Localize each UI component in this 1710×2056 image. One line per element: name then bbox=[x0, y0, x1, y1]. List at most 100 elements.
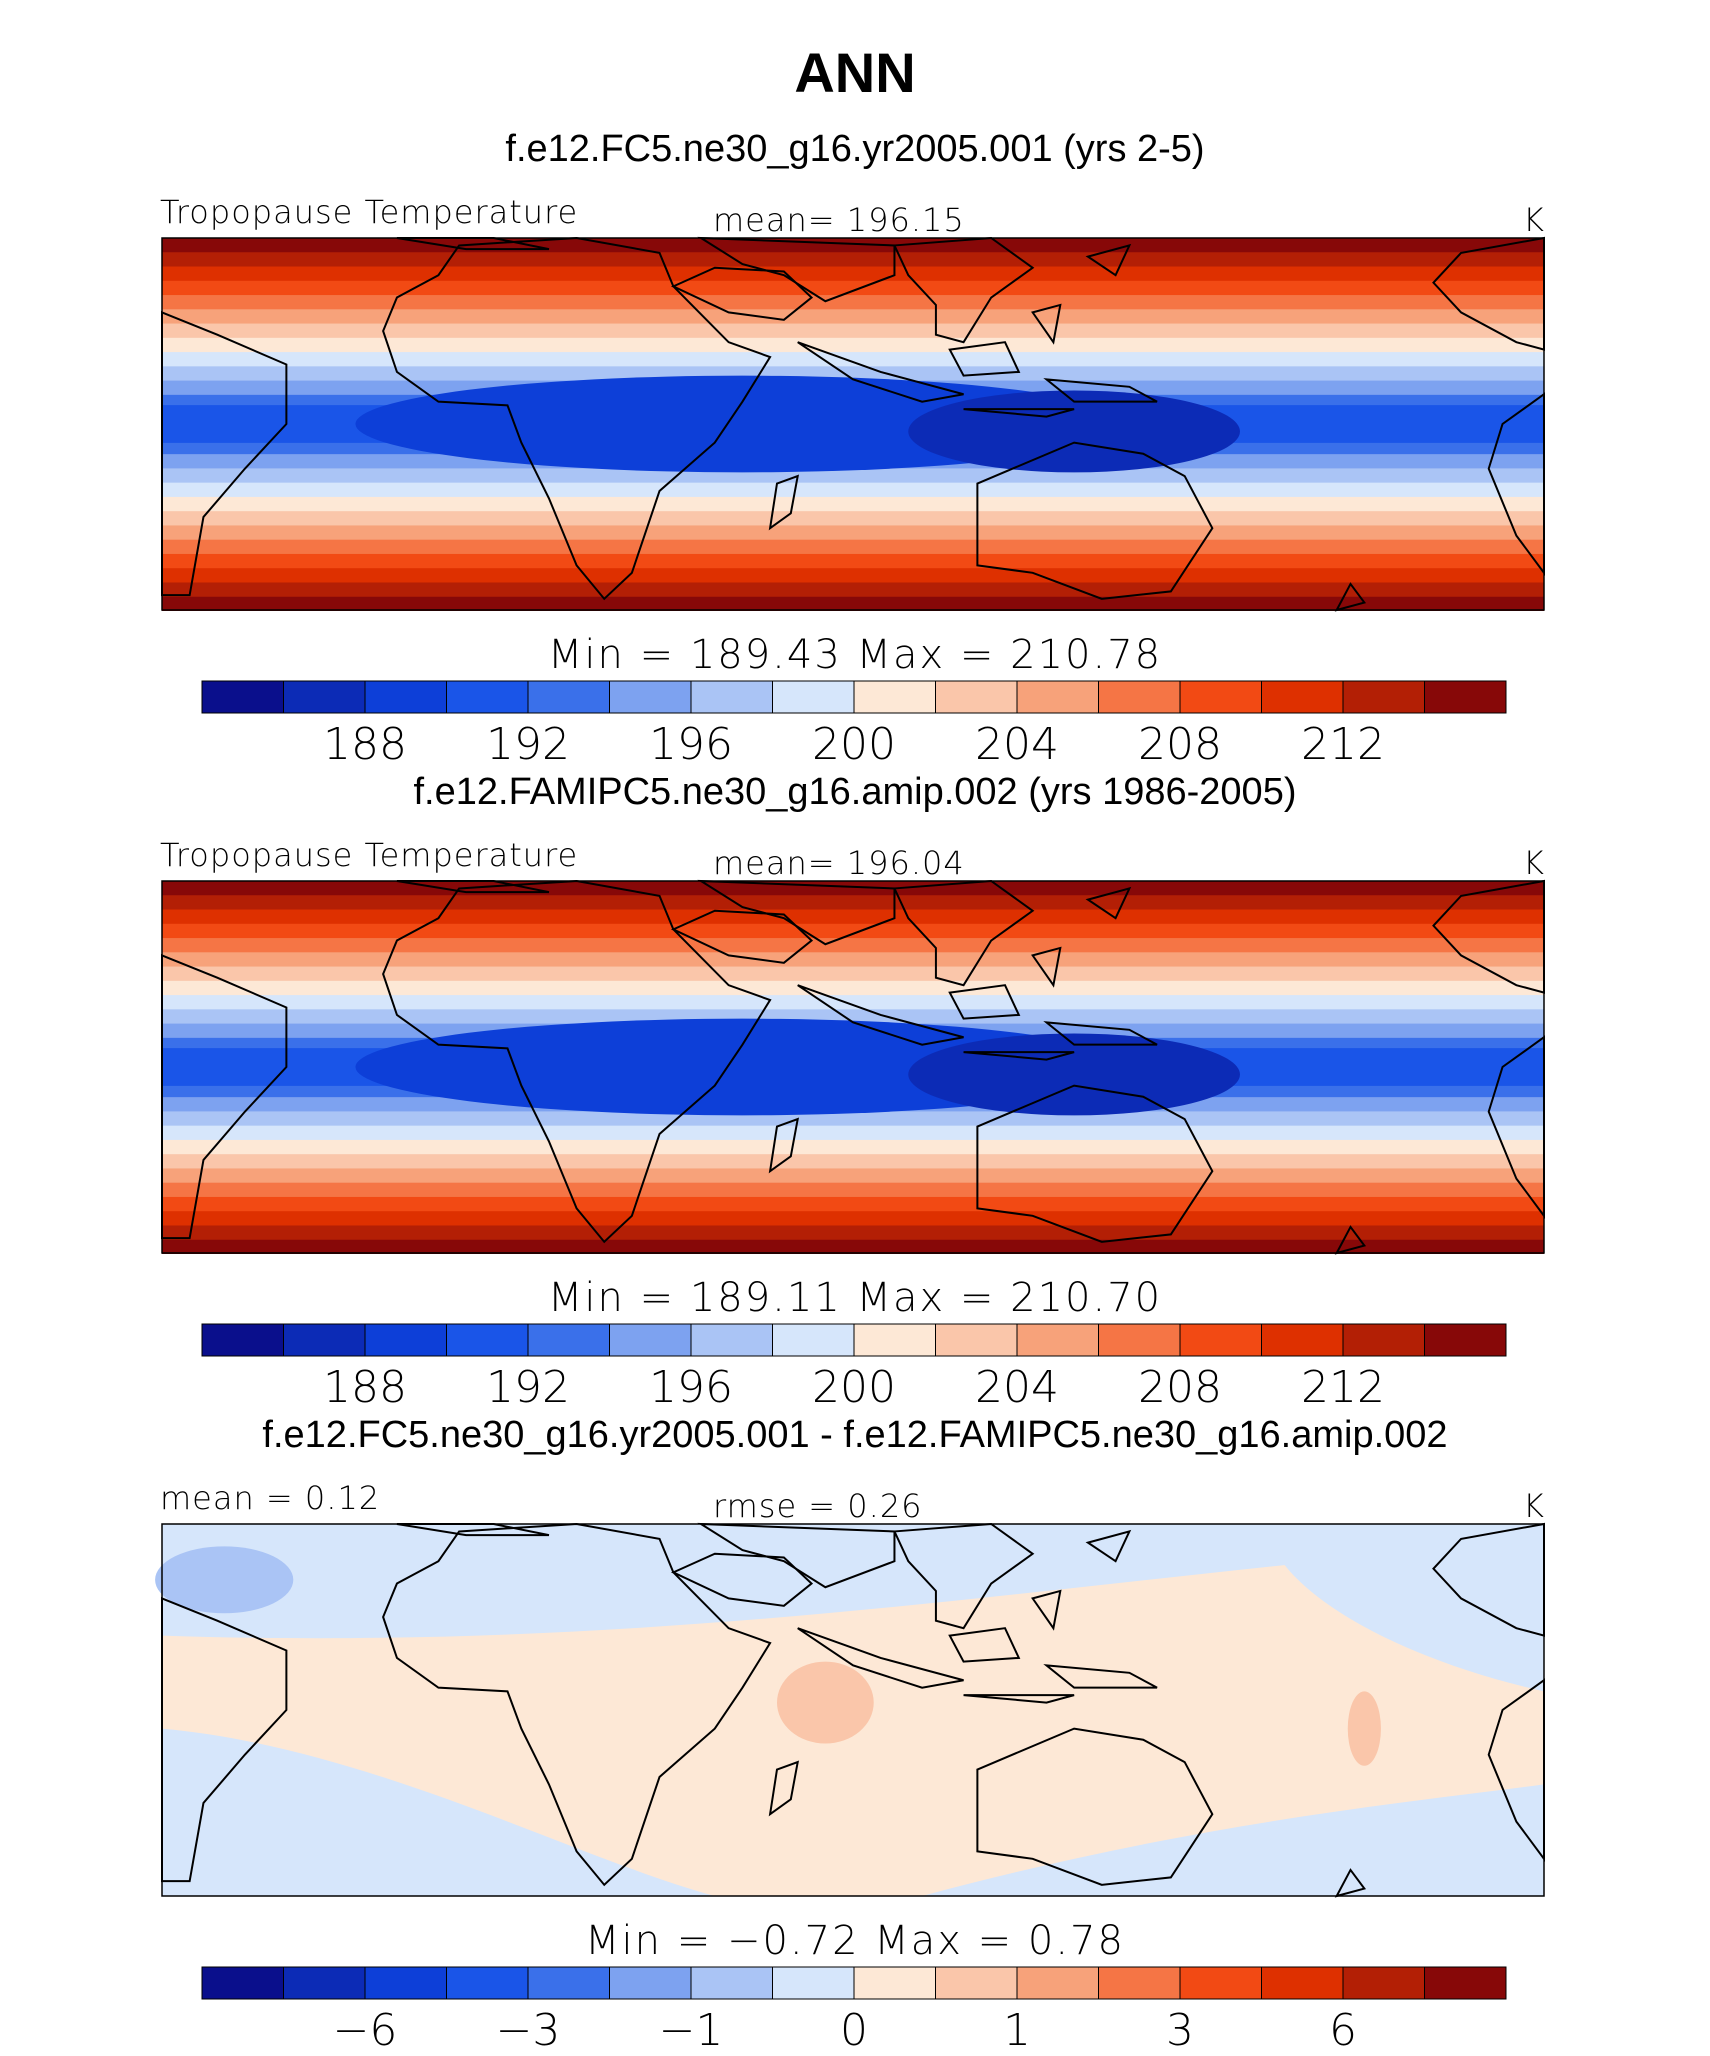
panel-unit-label: K bbox=[1523, 201, 1545, 239]
temperature-band bbox=[162, 495, 1544, 512]
colorbar-box bbox=[1179, 680, 1262, 714]
figure-title: ANN bbox=[794, 41, 916, 104]
coastline bbox=[964, 409, 1075, 416]
colorbar-tick-label: 188 bbox=[323, 719, 407, 770]
coastline bbox=[798, 985, 964, 1045]
map-frame bbox=[161, 880, 1545, 1254]
colorbar-box bbox=[690, 1966, 773, 2000]
coastlines bbox=[162, 1524, 1544, 1896]
colorbar-box bbox=[527, 1323, 610, 1357]
colorbar-tick-label: 188 bbox=[323, 1362, 407, 1413]
colorbar-tick-label: −3 bbox=[495, 2005, 561, 2056]
coastline bbox=[383, 881, 770, 1242]
colorbar-box bbox=[609, 680, 692, 714]
colorbar-box bbox=[446, 680, 529, 714]
colorbar-box bbox=[283, 1966, 366, 2000]
colorbar-box bbox=[1179, 1966, 1262, 2000]
coastline bbox=[1046, 1665, 1157, 1687]
colorbar-box bbox=[1261, 1966, 1344, 2000]
negative-region bbox=[162, 1728, 715, 1896]
coastline bbox=[1337, 1227, 1365, 1253]
colorbar-box bbox=[1424, 680, 1507, 714]
temperature-band bbox=[162, 266, 1544, 282]
temperature-band bbox=[162, 938, 1544, 954]
panel-unit-label: K bbox=[1523, 1487, 1545, 1525]
coastline bbox=[1046, 1022, 1157, 1044]
negative-region bbox=[1267, 1524, 1544, 1692]
temperature-band bbox=[162, 909, 1544, 925]
colorbar-box bbox=[364, 1323, 447, 1357]
coastline bbox=[894, 238, 1032, 342]
temperature-band bbox=[162, 980, 1544, 997]
temperature-band bbox=[162, 337, 1544, 354]
panel-subtitle: f.e12.FC5.ne30_g16.yr2005.001 (yrs 2-5) bbox=[505, 128, 1205, 170]
colorbar-tick-label: 212 bbox=[1301, 1362, 1385, 1413]
temperature-band bbox=[162, 966, 1544, 982]
colorbar-tick-label: 192 bbox=[486, 1362, 570, 1413]
temperature-band bbox=[162, 538, 1544, 554]
colorbar-box bbox=[935, 680, 1018, 714]
map-frame bbox=[161, 237, 1545, 611]
panel-left-label: Tropopause Temperature bbox=[160, 193, 579, 231]
colorbar-box bbox=[527, 1966, 610, 2000]
coastline bbox=[383, 1524, 770, 1885]
temperature-band bbox=[162, 1138, 1544, 1155]
coastline bbox=[1337, 1870, 1365, 1896]
colorbar-bottom bbox=[201, 1966, 1507, 2000]
coastline bbox=[770, 476, 798, 528]
coastline bbox=[950, 342, 1019, 375]
colorbar-tick-label: 0 bbox=[840, 2005, 868, 2056]
cold-core bbox=[908, 1033, 1240, 1116]
coastline bbox=[162, 1598, 286, 1881]
temperature-band bbox=[162, 881, 1544, 897]
temperature-band bbox=[162, 366, 1544, 382]
coastline bbox=[964, 1695, 1075, 1702]
colorbar-box bbox=[446, 1966, 529, 2000]
colorbar-box bbox=[364, 680, 447, 714]
coastline bbox=[894, 1524, 1032, 1628]
colorbar-box bbox=[853, 680, 936, 714]
colorbar-box bbox=[283, 680, 366, 714]
map-panel-middle bbox=[162, 881, 1544, 1253]
temperature-band bbox=[162, 1224, 1544, 1240]
colorbar-box bbox=[527, 680, 610, 714]
colorbar-tick-label: 208 bbox=[1138, 1362, 1222, 1413]
temperature-band bbox=[162, 280, 1544, 297]
coastline bbox=[162, 312, 286, 595]
coastline bbox=[1033, 1591, 1061, 1628]
panel-min-max: Min = −0.72 Max = 0.78 bbox=[585, 1918, 1125, 1964]
positive-region bbox=[776, 1661, 874, 1744]
colorbar-tick-label: 200 bbox=[812, 1362, 896, 1413]
colorbar-box bbox=[201, 1323, 284, 1357]
colorbar-tick-label: 6 bbox=[1329, 2005, 1357, 2056]
colorbar-box bbox=[1342, 1323, 1425, 1357]
temperature-band bbox=[162, 595, 1544, 611]
colorbar-box bbox=[1016, 680, 1099, 714]
coastline bbox=[950, 985, 1019, 1018]
coastline bbox=[1033, 305, 1061, 342]
temperature-band bbox=[162, 323, 1544, 339]
colorbar-box bbox=[772, 680, 855, 714]
coastline bbox=[1088, 1531, 1129, 1561]
coastline bbox=[977, 1729, 1212, 1885]
panel-subtitle: f.e12.FAMIPC5.ne30_g16.amip.002 (yrs 198… bbox=[413, 771, 1297, 813]
temperature-band bbox=[162, 238, 1544, 254]
panel-subtitle: f.e12.FC5.ne30_g16.yr2005.001 - f.e12.FA… bbox=[262, 1414, 1448, 1456]
colorbar-box bbox=[853, 1323, 936, 1357]
colorbar-box bbox=[446, 1323, 529, 1357]
colorbar-box bbox=[1424, 1966, 1507, 2000]
panel-center-label: rmse = 0.26 bbox=[713, 1487, 923, 1525]
colorbar-box bbox=[201, 1966, 284, 2000]
colorbar-tick-label: 192 bbox=[486, 719, 570, 770]
coastline bbox=[673, 268, 811, 320]
colorbar-box bbox=[1016, 1966, 1099, 2000]
temperature-band bbox=[162, 567, 1544, 583]
temperature-band bbox=[162, 995, 1544, 1011]
colorbar-tick-label: −6 bbox=[332, 2005, 398, 2056]
colorbar-box bbox=[690, 1323, 773, 1357]
panel-center-label: mean= 196.15 bbox=[713, 201, 965, 239]
colorbar-box bbox=[1098, 1966, 1181, 2000]
colorbar-box bbox=[1098, 680, 1181, 714]
panel-center-label: mean= 196.04 bbox=[713, 844, 965, 882]
colorbar-box bbox=[609, 1966, 692, 2000]
